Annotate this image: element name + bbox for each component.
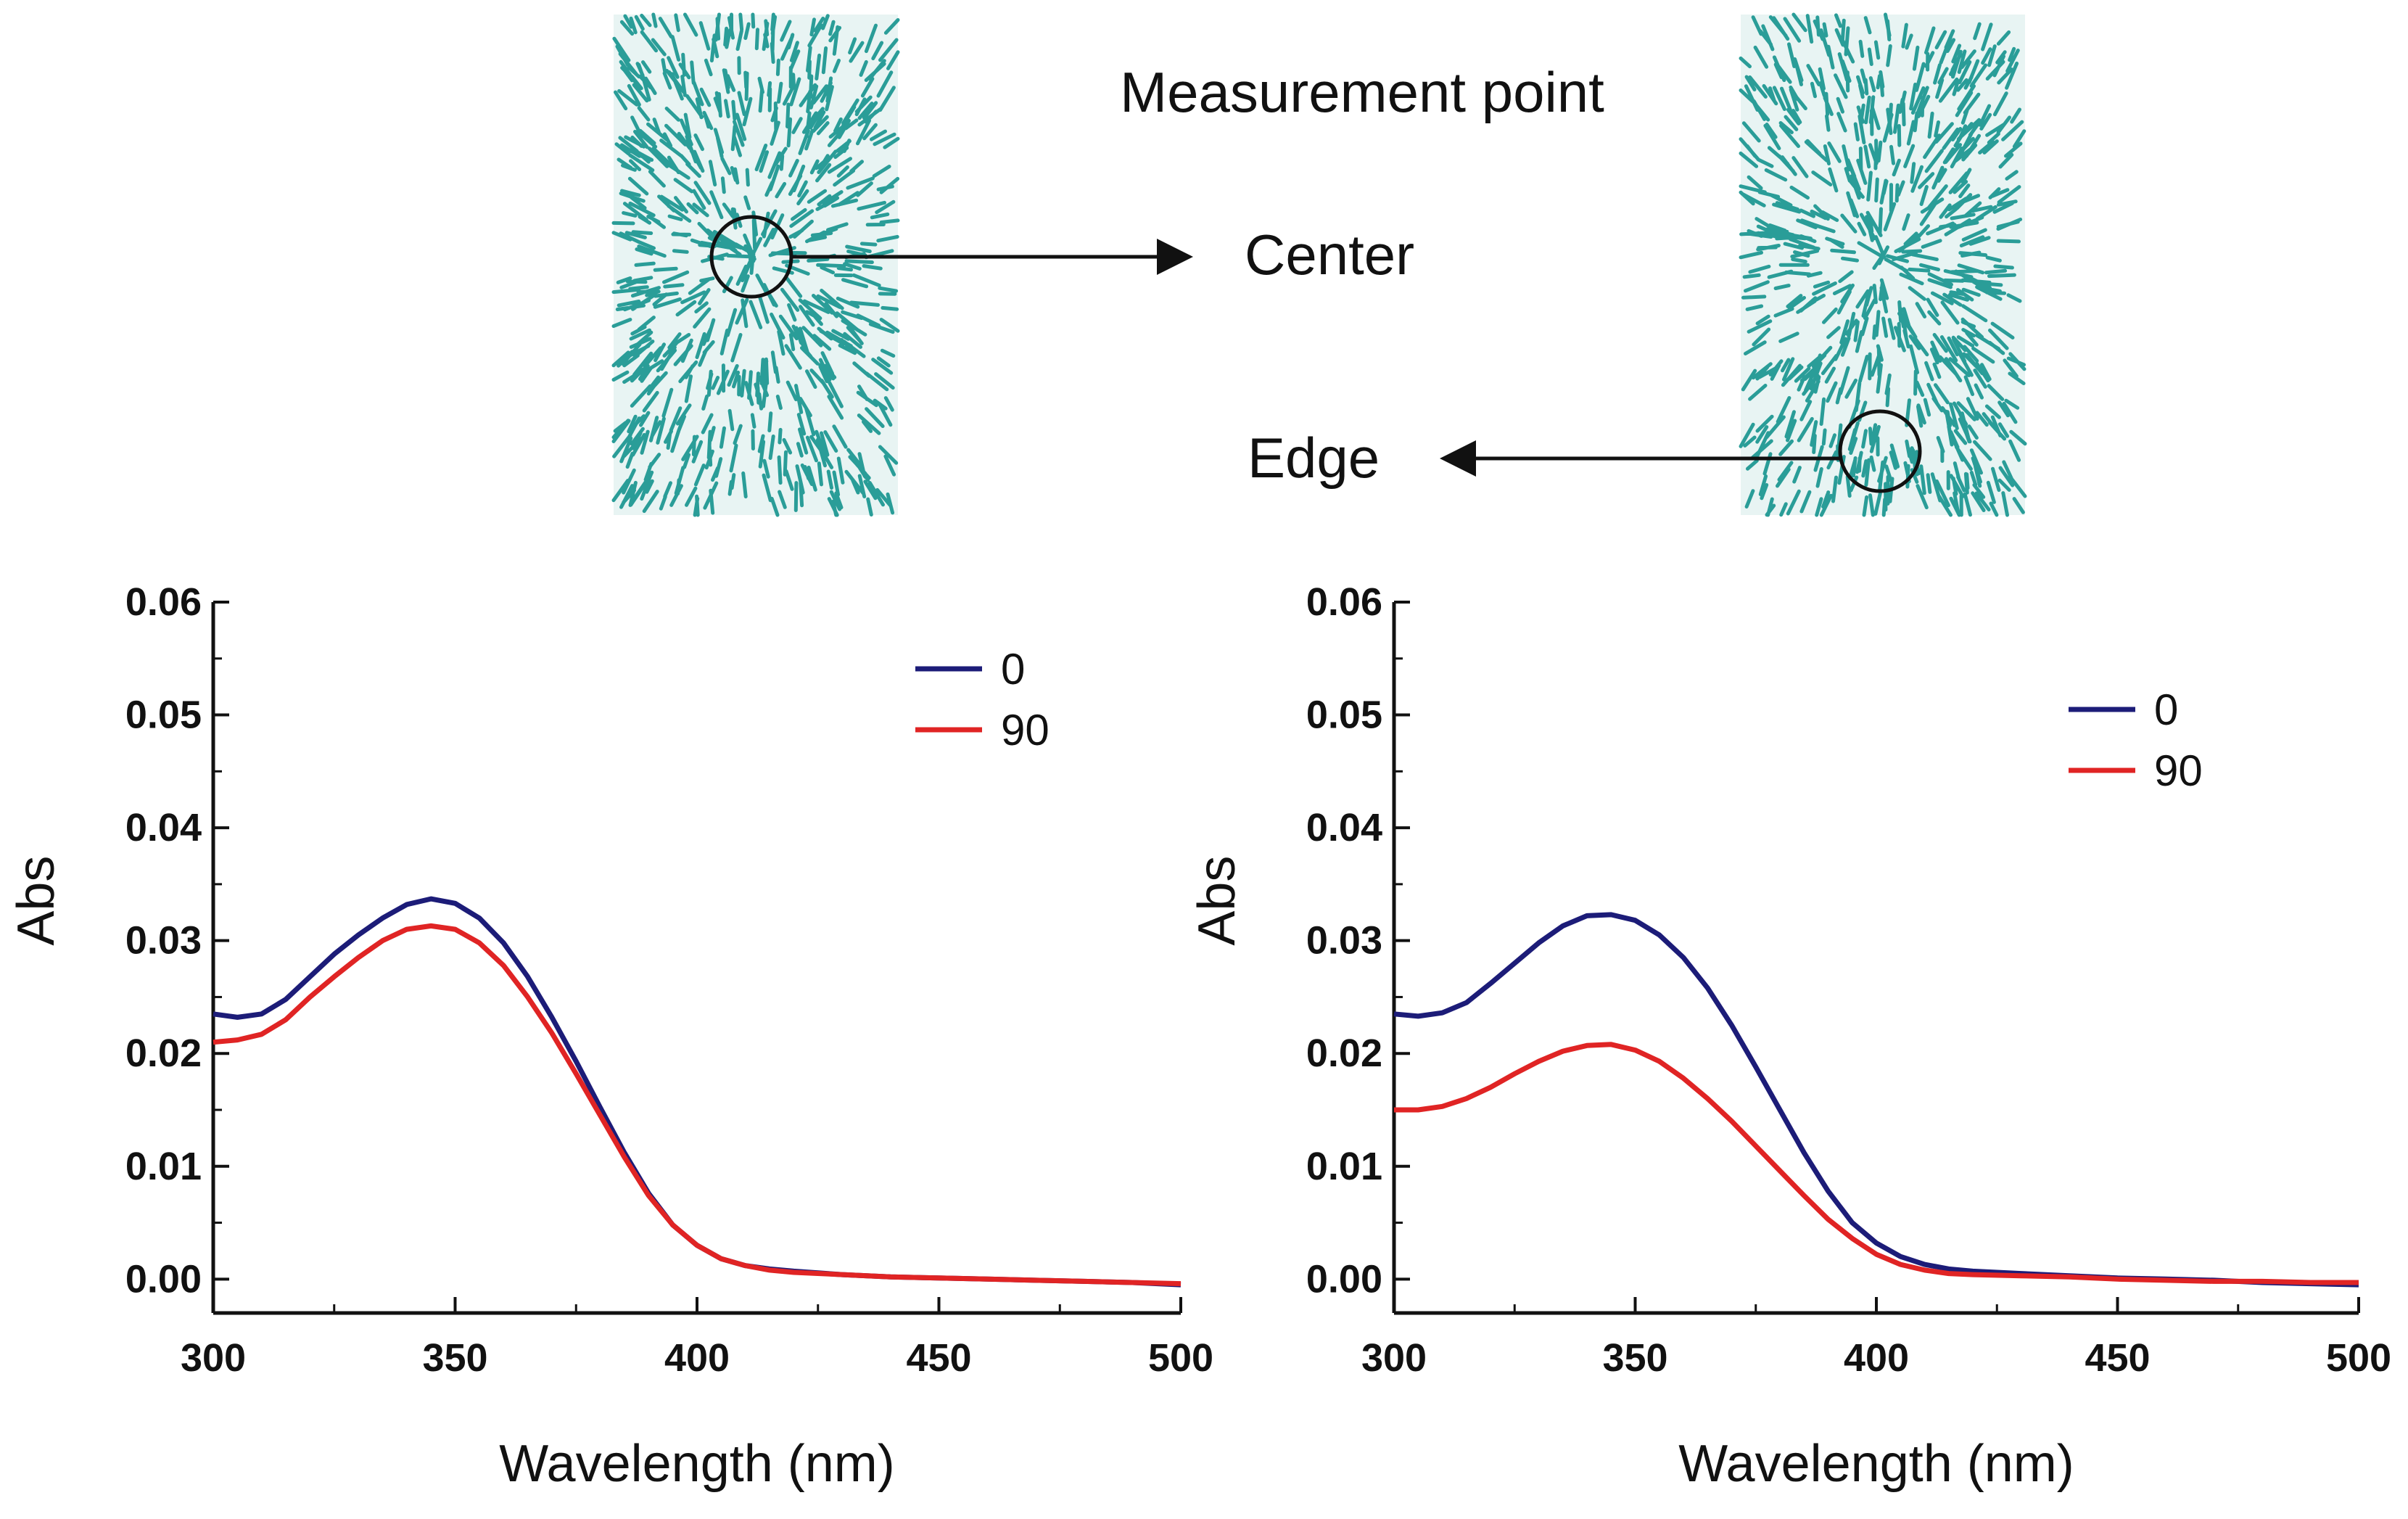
y-tick-label: 0.03 — [125, 919, 202, 963]
y-tick-label: 0.06 — [1306, 580, 1382, 624]
y-tick-label: 0.04 — [125, 806, 202, 849]
fiber-texture-left — [611, 12, 900, 517]
y-axis-title: Abs — [7, 856, 65, 946]
y-tick-label: 0.00 — [125, 1257, 202, 1301]
x-tick-label: 500 — [2326, 1336, 2391, 1380]
x-axis-title: Wavelength (nm) — [1678, 1435, 2074, 1493]
y-tick-label: 0.04 — [1306, 806, 1382, 849]
legend-label-90: 90 — [1001, 706, 1050, 754]
series-line-90 — [1394, 1042, 2359, 1285]
texture-background — [614, 15, 898, 515]
legend-label-0: 0 — [1001, 645, 1025, 693]
diagram-header: Measurement point — [1120, 60, 1604, 124]
x-tick-label: 450 — [2085, 1336, 2150, 1380]
legend-label-90: 90 — [2154, 746, 2203, 795]
y-tick-label: 0.02 — [125, 1032, 202, 1075]
measurement-diagram: Measurement point Center Edge — [611, 12, 2027, 517]
y-tick-label: 0.05 — [1306, 693, 1382, 737]
x-tick-label: 350 — [1602, 1336, 1667, 1380]
x-axis-title: Wavelength (nm) — [499, 1435, 895, 1493]
y-tick-label: 0.01 — [1306, 1145, 1382, 1188]
center-label: Center — [1245, 223, 1414, 287]
y-axis-title: Abs — [1188, 856, 1246, 946]
absorbance-chart-center: 0.00 0.01 0.02 0.03 0.04 0.05 0.06 300 350 400 450… — [7, 580, 1213, 1493]
x-tick-label: 400 — [1844, 1336, 1909, 1380]
y-tick-label: 0.02 — [1306, 1032, 1382, 1075]
x-tick-label: 450 — [906, 1336, 971, 1380]
edge-label: Edge — [1248, 426, 1380, 490]
series-line-0 — [1393, 912, 2359, 1288]
x-tick-label: 400 — [664, 1336, 730, 1380]
y-tick-label: 0.06 — [125, 580, 202, 624]
x-tick-label: 300 — [181, 1336, 246, 1380]
x-tick-label: 350 — [422, 1336, 487, 1380]
y-tick-label: 0.01 — [125, 1145, 202, 1188]
x-tick-label: 500 — [1148, 1336, 1213, 1380]
legend-label-0: 0 — [2154, 686, 2178, 734]
y-tick-label: 0.00 — [1306, 1257, 1382, 1301]
fiber-texture-right — [1739, 12, 2027, 517]
center-measurement-circle — [709, 215, 793, 299]
x-tick-label: 300 — [1361, 1336, 1427, 1380]
y-tick-label: 0.05 — [125, 693, 202, 737]
absorbance-chart-edge: 0.00 0.01 0.02 0.03 0.04 0.05 0.06 300 350 400 450… — [1188, 580, 2391, 1493]
fiber-strokes — [611, 12, 900, 517]
series-line-90 — [213, 923, 1182, 1287]
y-tick-label: 0.03 — [1306, 919, 1382, 963]
edge-measurement-circle — [1838, 409, 1922, 493]
